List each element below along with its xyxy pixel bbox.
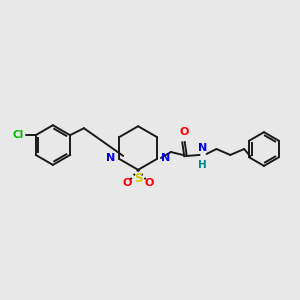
Text: O: O	[179, 127, 188, 137]
Text: H: H	[198, 160, 207, 170]
Text: N: N	[106, 153, 115, 163]
Text: N: N	[161, 153, 170, 163]
Text: S: S	[134, 172, 142, 185]
Text: Cl: Cl	[13, 130, 24, 140]
Text: O: O	[144, 178, 154, 188]
Text: N: N	[198, 143, 207, 153]
Text: O: O	[122, 178, 132, 188]
